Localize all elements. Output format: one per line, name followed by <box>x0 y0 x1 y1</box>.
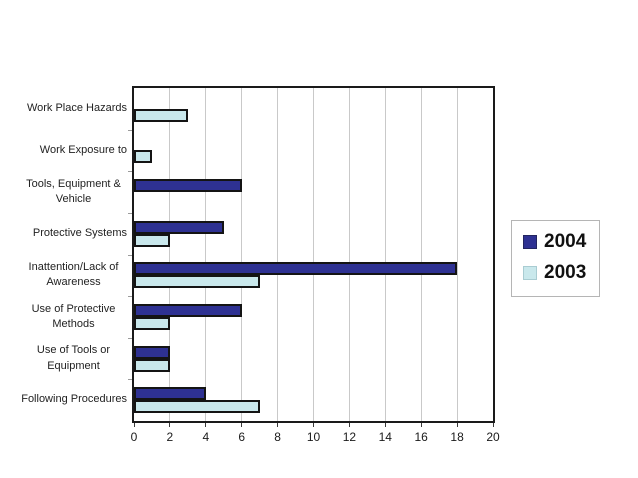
gridline <box>313 88 314 421</box>
x-axis-tick <box>313 423 314 427</box>
x-axis-tick <box>205 423 207 427</box>
category-row: Use of Protective Methods <box>0 296 127 338</box>
gridline <box>456 88 458 421</box>
bar-2003 <box>134 150 152 164</box>
x-axis-tick-label: 16 <box>414 430 428 444</box>
x-axis-tick-label: 4 <box>202 430 210 444</box>
x-axis-tick-label: 2 <box>166 430 174 444</box>
y-axis-tick <box>128 338 132 339</box>
category-label: Tools, Equipment & Vehicle <box>26 177 121 206</box>
x-axis-tick <box>456 423 458 427</box>
category-label: Inattention/Lack of Awareness <box>28 260 119 289</box>
category-axis-labels: Work Place Hazards Work Exposure to Tools,… <box>0 88 127 421</box>
bar-2004 <box>134 179 242 193</box>
category-row: Work Place Hazards <box>0 88 127 130</box>
x-axis-tick <box>420 423 422 427</box>
bar-2004 <box>134 262 458 276</box>
x-axis-tick-label: 0 <box>130 430 138 444</box>
x-axis-tick <box>348 423 350 427</box>
category-label: Protective Systems <box>32 226 127 239</box>
category-label: Work Exposure to <box>39 143 127 156</box>
x-axis-tick-label: 10 <box>306 430 321 444</box>
legend-swatch-2004 <box>523 235 537 249</box>
gridline <box>169 88 171 421</box>
bar-2003 <box>134 233 170 247</box>
category-row: Tools, Equipment & Vehicle <box>0 171 127 213</box>
x-axis-tick <box>241 423 243 427</box>
category-row: Work Exposure to <box>0 130 127 172</box>
legend-swatch-2003 <box>523 266 537 280</box>
legend-label: 2004 <box>544 231 587 252</box>
legend-item-2004: 2004 <box>523 231 586 253</box>
bar-2003 <box>134 358 170 372</box>
category-row: Use of Tools or Equipment <box>0 338 127 380</box>
y-axis-tick <box>128 255 132 256</box>
gridline <box>384 88 386 421</box>
bar-2004 <box>134 303 242 317</box>
bar-2003 <box>134 275 260 289</box>
y-axis-tick <box>128 171 132 172</box>
legend-item-2003: 2003 <box>523 262 586 284</box>
category-row: Protective Systems <box>0 213 127 255</box>
category-row: Following Procedures <box>0 379 127 421</box>
x-axis-tick-label: 8 <box>274 430 281 444</box>
legend: 2004 2003 <box>511 220 601 297</box>
x-axis-tick-label: 12 <box>342 430 357 444</box>
plot-area <box>128 86 495 423</box>
bar-2004 <box>134 345 170 359</box>
bar-2003 <box>134 400 260 414</box>
category-label: Following Procedures <box>21 393 127 406</box>
x-axis-tick <box>169 423 171 427</box>
x-axis-tick-label: 20 <box>486 430 500 444</box>
category-label: Use of Protective Methods <box>31 302 116 330</box>
y-axis-tick <box>128 379 132 380</box>
gridline <box>241 88 243 421</box>
x-axis-tick-label: 18 <box>450 430 464 444</box>
gridline <box>348 88 350 421</box>
x-axis-tick <box>492 423 494 427</box>
gridline <box>277 88 279 421</box>
category-row: Inattention/Lack of Awareness <box>0 255 127 297</box>
y-axis-tick <box>128 213 132 214</box>
legend-label: 2003 <box>544 262 587 283</box>
category-label: Work Place Hazards <box>26 102 127 115</box>
x-axis-tick-label: 6 <box>238 430 246 444</box>
bar-2003 <box>134 316 170 330</box>
bar-2003 <box>134 108 188 122</box>
x-axis-tick <box>133 423 135 427</box>
gridline <box>420 88 422 421</box>
y-axis-tick <box>128 130 132 131</box>
x-axis-tick <box>384 423 386 427</box>
category-label: Use of Tools or Equipment <box>36 344 111 372</box>
x-axis-tick <box>277 423 279 427</box>
y-axis-tick <box>128 296 132 297</box>
x-axis: 0 2 4 6 8 10 12 14 16 18 20 <box>130 423 500 457</box>
x-axis-tick-label: 14 <box>378 430 392 444</box>
gridline <box>205 88 207 421</box>
bar-2004 <box>134 387 206 401</box>
bar-2004 <box>134 220 224 234</box>
